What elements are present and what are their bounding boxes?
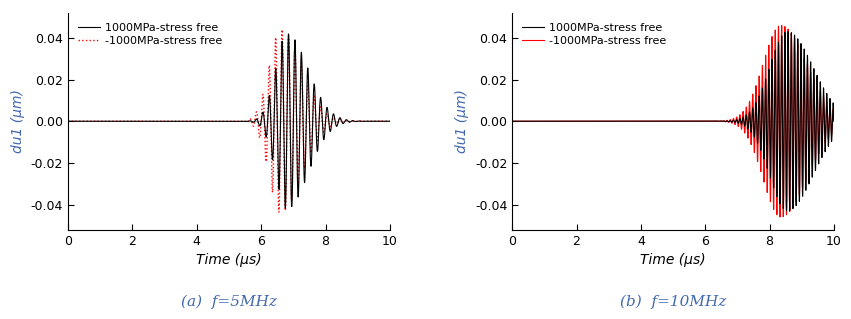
1000MPa-stress free: [630, 119, 640, 123]
1000MPa-stress free: [283, 32, 294, 36]
1000MPa-stress free: [256, 120, 266, 124]
-1000MPa-stress free: [303, 86, 313, 90]
1000MPa-stress free: [566, 119, 576, 123]
-1000MPa-stress free: [277, 28, 287, 32]
1000MPa-stress free: [781, 209, 791, 213]
-1000MPa-stress free: [507, 119, 517, 123]
Text: (b)  f=10MHz: (b) f=10MHz: [620, 295, 726, 309]
1000MPa-stress free: [122, 119, 132, 123]
-1000MPa-stress free: [274, 210, 284, 214]
1000MPa-stress free: [772, 193, 782, 197]
1000MPa-stress free: [303, 73, 313, 77]
-1000MPa-stress free: [772, 211, 782, 214]
-1000MPa-stress free: [747, 102, 757, 106]
1000MPa-stress free: [272, 126, 283, 130]
Legend: 1000MPa-stress free, -1000MPa-stress free: 1000MPa-stress free, -1000MPa-stress fre…: [517, 18, 671, 50]
-1000MPa-stress free: [63, 119, 73, 123]
-1000MPa-stress free: [186, 119, 196, 123]
-1000MPa-stress free: [566, 119, 576, 123]
X-axis label: Time (μs): Time (μs): [197, 253, 262, 267]
Text: (a)  f=5MHz: (a) f=5MHz: [181, 295, 277, 309]
1000MPa-stress free: [717, 119, 727, 123]
1000MPa-stress free: [280, 206, 290, 210]
-1000MPa-stress free: [385, 119, 395, 123]
-1000MPa-stress free: [256, 121, 266, 125]
1000MPa-stress free: [747, 111, 757, 115]
-1000MPa-stress free: [122, 119, 132, 123]
-1000MPa-stress free: [630, 119, 640, 123]
Legend: 1000MPa-stress free, -1000MPa-stress free: 1000MPa-stress free, -1000MPa-stress fre…: [74, 18, 226, 50]
-1000MPa-stress free: [717, 119, 727, 123]
-1000MPa-stress free: [775, 215, 785, 219]
1000MPa-stress free: [783, 30, 793, 33]
Y-axis label: du1 (μm): du1 (μm): [11, 89, 26, 153]
Line: -1000MPa-stress free: -1000MPa-stress free: [68, 30, 390, 212]
1000MPa-stress free: [63, 119, 73, 123]
1000MPa-stress free: [700, 119, 711, 123]
-1000MPa-stress free: [829, 119, 839, 123]
1000MPa-stress free: [507, 119, 517, 123]
Line: 1000MPa-stress free: 1000MPa-stress free: [68, 34, 390, 208]
1000MPa-stress free: [385, 119, 395, 123]
-1000MPa-stress free: [700, 119, 711, 123]
1000MPa-stress free: [186, 119, 196, 123]
Line: -1000MPa-stress free: -1000MPa-stress free: [512, 26, 834, 217]
Y-axis label: du1 (μm): du1 (μm): [455, 89, 470, 153]
-1000MPa-stress free: [272, 129, 283, 132]
X-axis label: Time (μs): Time (μs): [640, 253, 705, 267]
-1000MPa-stress free: [777, 24, 787, 27]
1000MPa-stress free: [829, 119, 839, 123]
Line: 1000MPa-stress free: 1000MPa-stress free: [512, 32, 834, 211]
1000MPa-stress free: [328, 114, 338, 117]
-1000MPa-stress free: [328, 116, 338, 120]
